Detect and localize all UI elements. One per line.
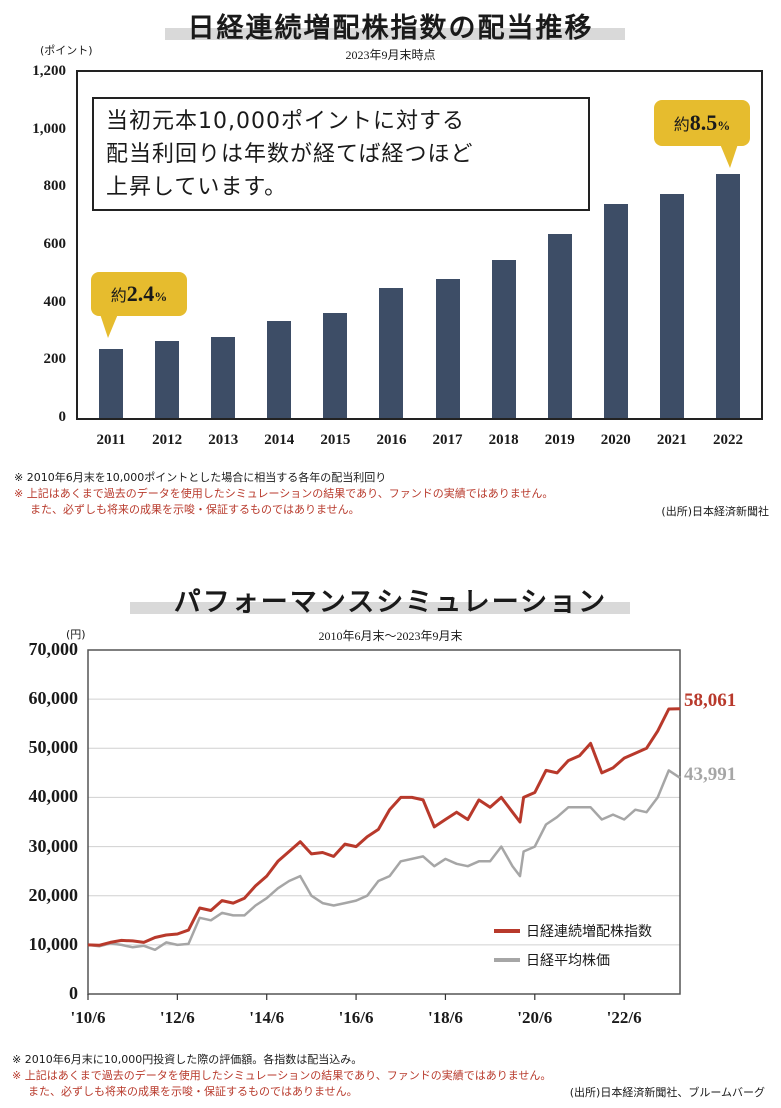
chart2-subtitle: 2010年6月末〜2023年9月末 [318, 629, 463, 643]
chart2-x-tick: '20/6 [517, 1008, 553, 1027]
chart2-x-tick: '18/6 [427, 1008, 463, 1027]
legend-swatch-nikkei-average [494, 958, 520, 962]
badge-2011-suffix: % [154, 289, 168, 304]
chart1-x-tick: 2012 [152, 432, 183, 448]
bar-2016 [379, 288, 404, 418]
badge-2011-value: 2.4 [126, 281, 155, 306]
chart2-x-tick: '10/6 [70, 1008, 106, 1027]
chart2-y-tick: 0 [69, 983, 78, 1003]
bar-2021 [659, 193, 684, 418]
chart1-title: 日経連続増配株指数の配当推移 [0, 6, 781, 46]
badge-2011-prefix: 約 [110, 286, 127, 305]
chart1-x-tick: 2013 [208, 432, 239, 448]
chart1-subtitle: 2023年9月末時点 [345, 48, 436, 62]
chart1-y-unit: (ポイント) [40, 44, 93, 57]
chart1-note-basis: ※ 2010年6月末を10,000ポイントとした場合に相当する各年の配当利回り [14, 471, 387, 484]
bar-2019 [547, 234, 572, 418]
chart1-x-tick: 2017 [432, 432, 463, 448]
chart2-y-tick: 30,000 [28, 835, 79, 856]
chart1-callout-box: 当初元本10,000ポイントに対する 配当利回りは年数が経てば経つほど 上昇して… [92, 97, 590, 211]
chart1-x-tick: 2011 [96, 432, 126, 448]
bar-2018 [491, 259, 516, 418]
chart2-y-tick: 40,000 [28, 786, 79, 807]
chart1-x-tick: 2021 [656, 432, 687, 448]
badge-2022-suffix: % [717, 118, 731, 133]
chart2-x-tick: '22/6 [606, 1008, 642, 1027]
legend-item-dividend-index: 日経連続増配株指数 [494, 921, 652, 941]
chart1-x-tick: 2016 [376, 432, 407, 448]
chart1-note-disclaimer-2: また、必ずしも将来の成果を示唆・保証するものではありません。 [30, 503, 360, 516]
chart2-x-tick: '16/6 [338, 1008, 374, 1027]
chart2-source: (出所)日本経済新聞社、ブルームバーグ [569, 1086, 765, 1099]
chart1-y-tick: 800 [43, 178, 67, 195]
bar-2020 [603, 204, 628, 418]
bar-2014 [267, 320, 292, 418]
series2-end-label: 43,991 [684, 764, 737, 785]
series1-end-label: 58,061 [684, 690, 737, 711]
bar-2017 [435, 279, 460, 418]
chart1-note-disclaimer-1: ※ 上記はあくまで過去のデータを使用したシミュレーションの結果であり、ファンドの… [14, 487, 554, 500]
bar-2013 [211, 337, 236, 418]
chart1-x-tick: 2020 [600, 432, 631, 448]
chart1-y-tick: 400 [43, 293, 67, 310]
chart1-y-tick: 1,200 [32, 63, 66, 79]
legend-label-nikkei-average: 日経平均株価 [526, 953, 610, 969]
chart1-x-tick: 2015 [320, 432, 351, 448]
chart1-x-tick: 2018 [488, 432, 519, 448]
chart1-y-tick: 200 [43, 351, 67, 368]
bar-2022 [715, 174, 740, 418]
chart2-y-tick: 60,000 [28, 688, 79, 709]
series-line-dividend-index [87, 707, 681, 947]
chart2-y-tick: 70,000 [28, 639, 79, 659]
bar-2012 [155, 340, 180, 418]
chart2-title-underline [130, 602, 630, 614]
chart2-y-tick: 10,000 [28, 933, 79, 954]
chart2-y-unit: (円) [66, 628, 86, 641]
chart2-note-basis: ※ 2010年6月末に10,000円投資した際の評価額。各指数は配当込み。 [12, 1053, 363, 1066]
bar-2011 [99, 348, 124, 418]
chart1-source: (出所)日本経済新聞社 [661, 505, 769, 518]
chart2-y-tick: 50,000 [28, 737, 79, 758]
chart1-y-tick: 0 [58, 409, 67, 425]
chart1-y-tick: 600 [43, 236, 67, 252]
badge-2022-yield: 約8.5% [654, 100, 750, 146]
chart1-callout-line-1: 当初元本10,000ポイントに対する [106, 109, 465, 134]
badge-2011-yield: 約2.4% [91, 272, 187, 316]
series-line-nikkei-average [87, 769, 681, 952]
chart1-title-text: 日経連続増配株指数の配当推移 [187, 13, 594, 44]
chart2-title-text: パフォーマンスシミュレーション [173, 587, 608, 618]
badge-2022-pointer [720, 144, 738, 168]
chart1-x-tick: 2014 [264, 432, 295, 448]
legend-item-nikkei-average: 日経平均株価 [494, 950, 610, 970]
chart2-y-tick: 20,000 [28, 884, 79, 905]
legend-label-dividend-index: 日経連続増配株指数 [526, 924, 652, 940]
chart2-note-disclaimer-1: ※ 上記はあくまで過去のデータを使用したシミュレーションの結果であり、ファンドの… [12, 1069, 552, 1082]
badge-2022-prefix: 約 [673, 115, 690, 134]
chart1-callout-line-3: 上昇しています。 [106, 175, 288, 200]
chart1-x-tick: 2022 [712, 432, 743, 448]
legend-swatch-dividend-index [494, 929, 520, 933]
chart1-y-tick: 1,000 [32, 120, 66, 137]
chart1-title-underline [165, 28, 625, 40]
chart2-x-tick: '14/6 [249, 1008, 285, 1027]
chart2-note-disclaimer-2: また、必ずしも将来の成果を示唆・保証するものではありません。 [28, 1085, 358, 1098]
badge-2022-value: 8.5 [689, 110, 718, 135]
badge-2011-pointer [100, 314, 118, 338]
bar-2015 [323, 312, 348, 418]
chart1-x-tick: 2019 [544, 432, 575, 448]
chart2-x-tick: '12/6 [159, 1008, 195, 1027]
chart2-plot-frame [87, 649, 681, 995]
chart2-title: パフォーマンスシミュレーション [0, 580, 781, 620]
chart1-callout-line-2: 配当利回りは年数が経てば経つほど [106, 142, 474, 167]
